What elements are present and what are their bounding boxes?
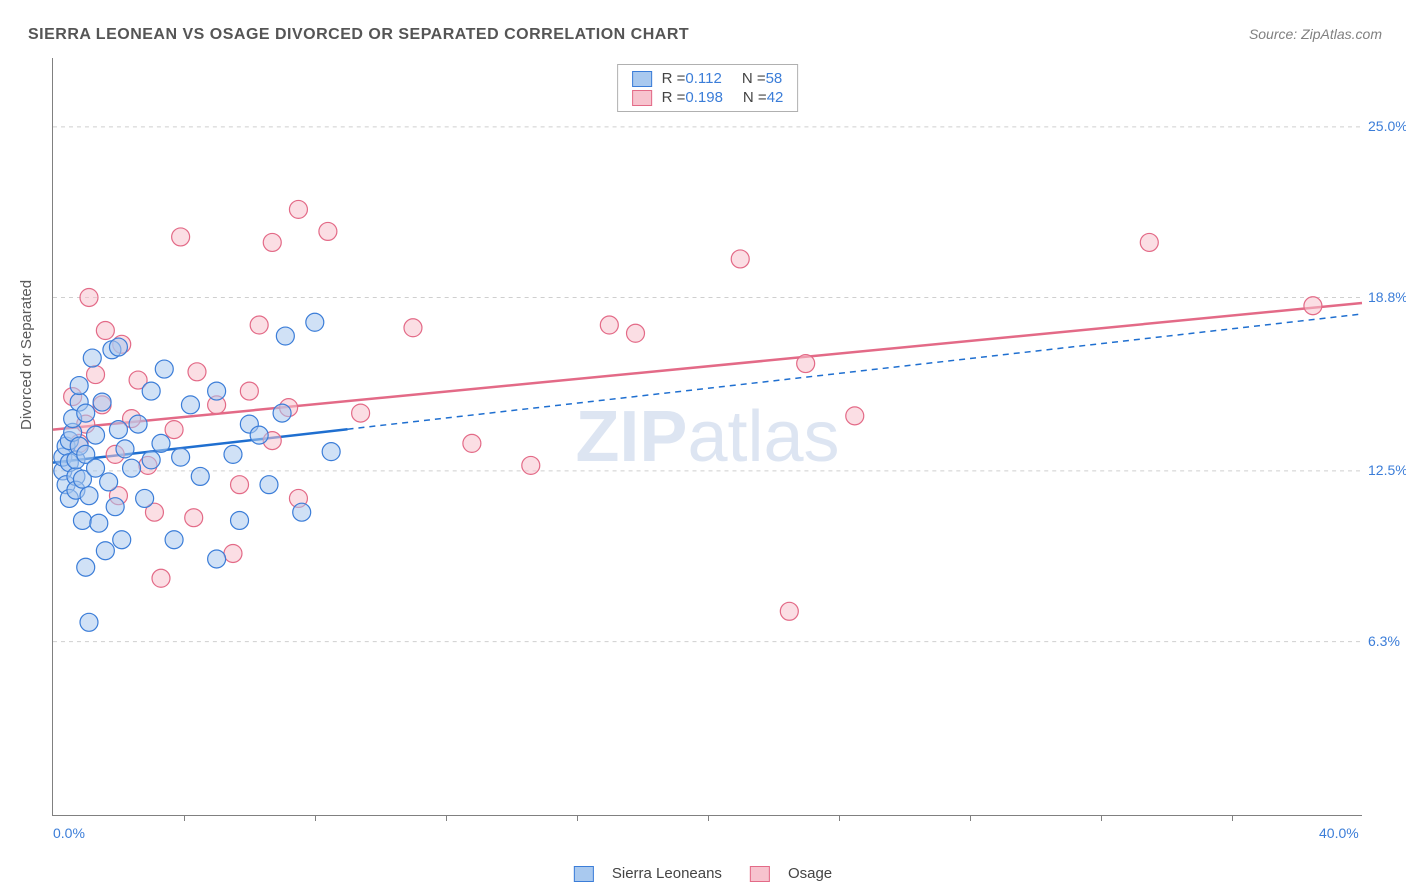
legend-swatch-osage — [750, 866, 770, 882]
source-credit: Source: ZipAtlas.com — [1249, 26, 1382, 42]
x-tick-mark — [839, 815, 840, 821]
stats-legend: R = 0.112 N = 58 R = 0.198 N = 42 — [617, 64, 799, 112]
x-tick-mark — [577, 815, 578, 821]
legend-swatch-sierra — [574, 866, 594, 882]
x-tick-label: 40.0% — [1319, 825, 1359, 841]
legend-item-osage: Osage — [750, 865, 832, 882]
legend-label-osage: Osage — [788, 865, 832, 882]
y-tick-label: 18.8% — [1368, 289, 1406, 305]
x-tick-mark — [315, 815, 316, 821]
legend-r-label: R = — [662, 70, 686, 87]
legend-r-sierra: 0.112 — [685, 70, 721, 87]
series-legend: Sierra Leoneans Osage — [574, 865, 832, 882]
legend-row-osage: R = 0.198 N = 42 — [632, 88, 784, 107]
legend-n-label: N = — [743, 89, 767, 106]
x-tick-mark — [184, 815, 185, 821]
x-tick-mark — [446, 815, 447, 821]
x-tick-mark — [708, 815, 709, 821]
legend-n-osage: 42 — [767, 89, 784, 106]
legend-item-sierra: Sierra Leoneans — [574, 865, 722, 882]
chart-title: SIERRA LEONEAN VS OSAGE DIVORCED OR SEPA… — [28, 26, 689, 44]
plot-area: ZIPatlas R = 0.112 N = 58 R = — [52, 58, 1362, 816]
legend-n-sierra: 58 — [766, 70, 783, 87]
x-tick-mark — [1232, 815, 1233, 821]
legend-swatch-osage — [632, 90, 652, 106]
y-axis-label: Divorced or Separated — [18, 280, 35, 430]
legend-label-sierra: Sierra Leoneans — [612, 865, 722, 882]
chart-svg — [53, 58, 1362, 815]
legend-n-label: N = — [742, 70, 766, 87]
legend-r-osage: 0.198 — [685, 89, 723, 106]
legend-r-label: R = — [662, 89, 686, 106]
x-tick-mark — [970, 815, 971, 821]
x-tick-mark — [1101, 815, 1102, 821]
y-tick-label: 6.3% — [1368, 633, 1406, 649]
y-tick-label: 12.5% — [1368, 462, 1406, 478]
x-tick-label: 0.0% — [53, 825, 85, 841]
y-tick-label: 25.0% — [1368, 118, 1406, 134]
legend-swatch-sierra — [632, 71, 652, 87]
legend-row-sierra: R = 0.112 N = 58 — [632, 69, 784, 88]
